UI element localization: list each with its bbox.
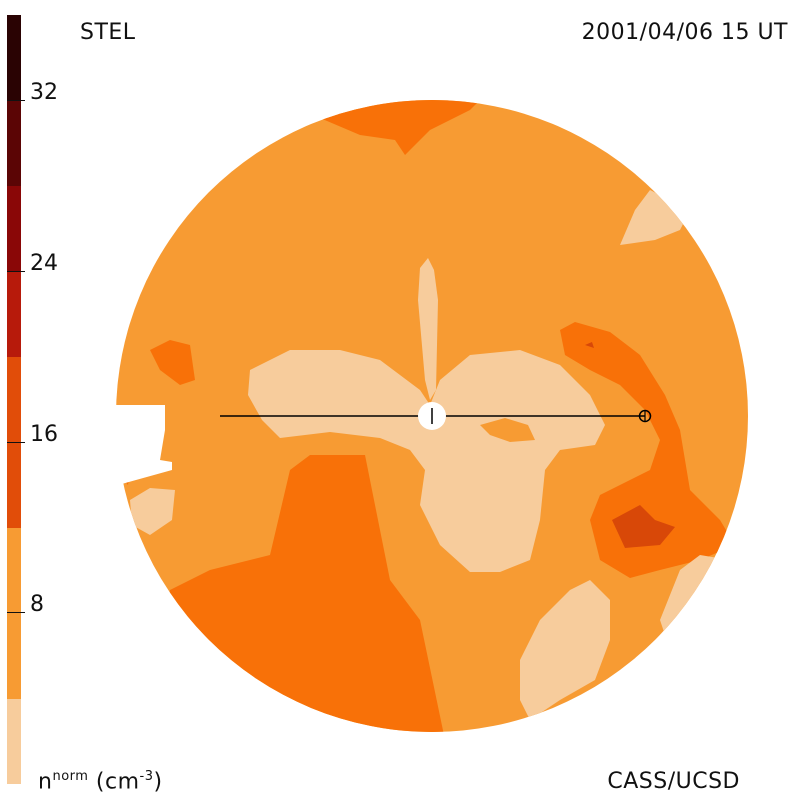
- colorbar-segment-5: [7, 271, 21, 357]
- region-mid-right: [560, 322, 735, 578]
- unit-exponent: -3: [139, 768, 154, 784]
- unit-close: ): [153, 769, 163, 794]
- colorbar-segment-1: [7, 699, 21, 784]
- region-high-right: [612, 505, 675, 548]
- colorbar-label-16: 16: [30, 422, 58, 447]
- colorbar-label-24: 24: [30, 251, 58, 276]
- region-high-speck: [585, 342, 594, 348]
- colorbar-segment-8: [7, 15, 21, 100]
- colorbar-segment-6: [7, 186, 21, 271]
- region-low-bottom: [520, 580, 610, 720]
- region-low-left: [130, 488, 175, 535]
- colorbar-tick-32: [7, 100, 25, 101]
- colorbar-segment-7: [7, 100, 21, 186]
- station-name: STEL: [80, 20, 136, 45]
- region-low-center: [248, 350, 605, 572]
- left-notch: [100, 405, 172, 490]
- region-mid-top: [320, 100, 480, 155]
- colorbar: [7, 15, 21, 784]
- colorbar-segment-2: [7, 528, 21, 699]
- colorbar-tick-8: [7, 612, 25, 613]
- region-low-spike: [418, 258, 438, 400]
- unit-suffix: (cm: [88, 769, 140, 794]
- region-mid-inner-right: [480, 418, 535, 442]
- region-mid-left-blob: [150, 340, 195, 385]
- colorbar-label-8: 8: [30, 592, 44, 617]
- colorbar-tick-24: [7, 271, 25, 272]
- colorbar-label-32: 32: [30, 80, 58, 105]
- unit-symbol: n: [38, 769, 53, 794]
- unit-label: nnorm (cm-3): [38, 769, 163, 794]
- unit-superscript: norm: [52, 768, 89, 784]
- datetime-label: 2001/04/06 15 UT: [581, 20, 788, 45]
- credit-label: CASS/UCSD: [607, 769, 740, 794]
- colorbar-tick-16: [7, 442, 25, 443]
